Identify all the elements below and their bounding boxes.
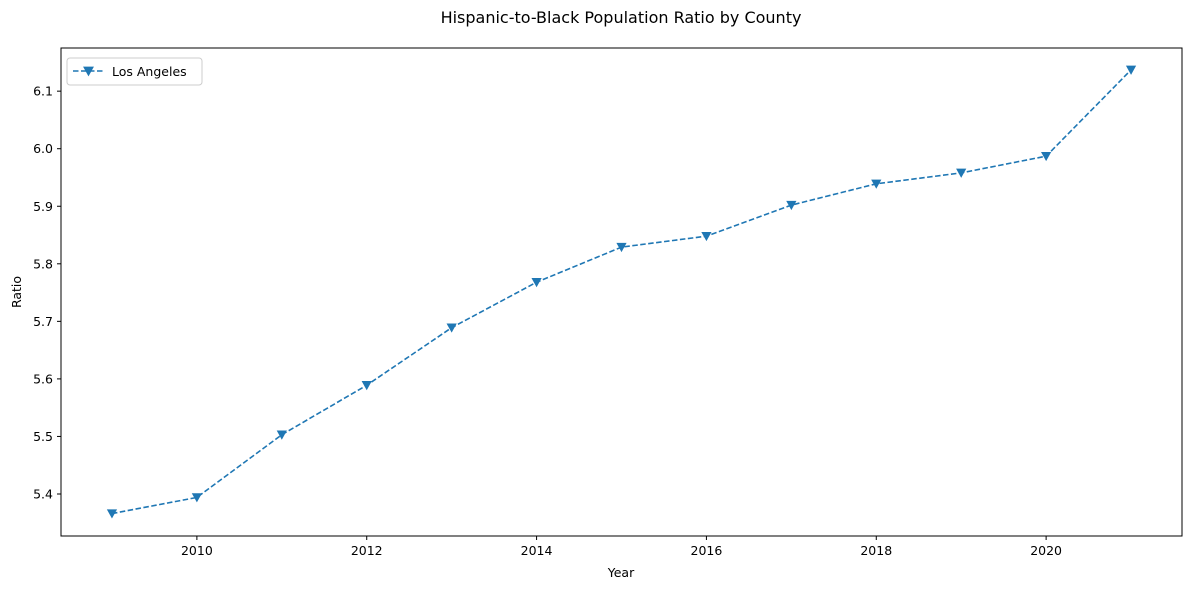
- legend-marker-triangle-down: [83, 66, 94, 77]
- data-point-marker: [106, 509, 118, 519]
- legend-box: [66, 57, 203, 86]
- x-tick-label: 2010: [181, 543, 213, 558]
- x-tick-label: 2020: [1030, 543, 1062, 558]
- x-axis: 2010 2012 2014 2016 2018 2020: [181, 536, 1062, 558]
- data-point-marker: [701, 231, 712, 242]
- data-point-marker: [616, 242, 627, 253]
- y-axis: 5.4 5.5 5.6 5.7 5.8 5.9 6.0 6.1: [33, 84, 61, 501]
- y-tick-label: 5.5: [33, 429, 53, 444]
- x-tick-label: 2012: [351, 543, 383, 558]
- y-tick-label: 5.7: [33, 314, 53, 329]
- y-axis-label: Ratio: [9, 276, 24, 308]
- data-point-marker: [1125, 65, 1137, 75]
- data-point-marker: [446, 323, 457, 333]
- data-point-marker: [361, 381, 372, 391]
- x-tick-label: 2014: [521, 543, 553, 558]
- y-tick-label: 6.1: [33, 84, 53, 99]
- y-tick-label: 5.8: [33, 256, 53, 271]
- legend-label-los-angeles: Los Angeles: [112, 64, 187, 79]
- series-layer: [106, 65, 1137, 519]
- x-tick-label: 2016: [691, 543, 723, 558]
- y-tick-label: 5.9: [33, 199, 53, 214]
- data-point-marker: [786, 200, 797, 211]
- legend: Los Angeles: [66, 57, 203, 86]
- x-axis-label: Year: [607, 565, 635, 580]
- data-point-marker: [276, 430, 287, 440]
- x-tick-label: 2018: [860, 543, 892, 558]
- data-point-marker: [531, 278, 542, 288]
- data-point-marker: [1041, 151, 1052, 162]
- data-point-marker: [191, 493, 202, 503]
- data-point-marker: [956, 168, 967, 178]
- chart-title: Hispanic-to-Black Population Ratio by Co…: [441, 8, 802, 27]
- y-tick-label: 5.4: [33, 486, 53, 501]
- data-point-marker: [871, 179, 882, 189]
- y-tick-label: 6.0: [33, 141, 53, 156]
- y-tick-label: 5.6: [33, 371, 53, 386]
- plot-area-frame: [60, 47, 1183, 537]
